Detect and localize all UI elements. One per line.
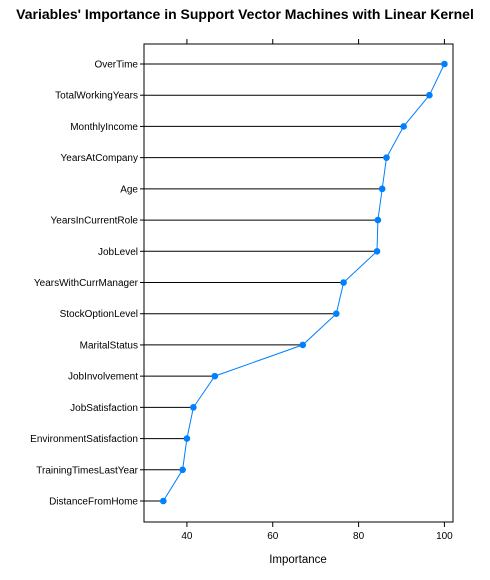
data-point-TrainingTimesLastYear: [179, 466, 186, 474]
data-point-YearsAtCompany: [383, 154, 390, 161]
data-point-JobLevel: [373, 247, 381, 255]
stems-group: [144, 63, 445, 502]
y-tick-label: TrainingTimesLastYear: [36, 465, 138, 476]
y-tick-label: StockOptionLevel: [60, 309, 138, 320]
x-ticks: 40 60 80 100: [181, 39, 453, 542]
x-tick-label: 60: [267, 531, 279, 542]
y-tick-label: DistanceFromHome: [49, 497, 138, 508]
y-tick-label: EnvironmentSatisfaction: [30, 434, 138, 445]
points-group: [160, 60, 448, 505]
y-tick-label: JobLevel: [98, 247, 138, 258]
chart-title: Variables' Importance in Support Vector …: [16, 6, 474, 22]
y-tick-label: JobSatisfaction: [70, 403, 138, 414]
data-point-MonthlyIncome: [400, 123, 407, 130]
y-tick-labels: OverTime TotalWorkingYears MonthlyIncome Ye…: [30, 60, 144, 508]
data-point-EnvironmentSatisfaction: [183, 435, 191, 442]
x-tick-label: 40: [181, 531, 193, 542]
data-point-YearsWithCurrManager: [340, 279, 347, 286]
y-tick-label: MonthlyIncome: [70, 122, 138, 133]
data-point-DistanceFromHome: [160, 497, 167, 505]
y-tick-label: YearsWithCurrManager: [34, 278, 139, 289]
data-point-TotalWorkingYears: [426, 91, 433, 99]
y-tick-label: YearsInCurrentRole: [51, 216, 139, 227]
data-point-MaritalStatus: [299, 341, 307, 349]
x-tick-label: 100: [436, 531, 453, 542]
y-tick-label: Age: [120, 184, 138, 195]
data-point-Age: [378, 185, 386, 193]
data-point-OverTime: [441, 60, 448, 68]
y-tick-label: TotalWorkingYears: [55, 91, 138, 102]
y-tick-label: JobInvolvement: [68, 372, 138, 383]
y-tick-label: OverTime: [94, 60, 138, 71]
y-tick-label: MaritalStatus: [80, 340, 138, 351]
data-point-JobSatisfaction: [190, 404, 197, 411]
data-point-JobInvolvement: [211, 372, 219, 380]
y-tick-label: YearsAtCompany: [61, 153, 138, 164]
data-point-StockOptionLevel: [332, 310, 340, 318]
x-axis-title: Importance: [269, 554, 327, 566]
data-point-YearsInCurrentRole: [374, 216, 382, 224]
x-tick-label: 80: [353, 531, 365, 542]
